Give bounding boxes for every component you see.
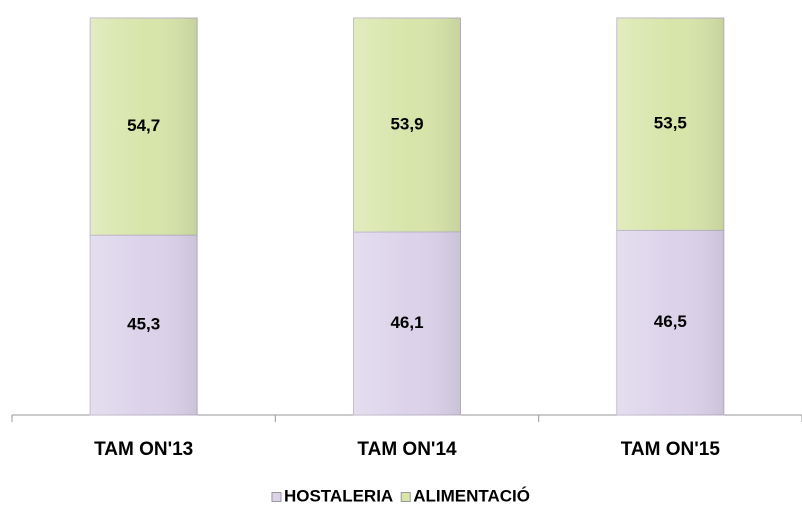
bar-shade <box>353 231 461 415</box>
value-label: 54,7 <box>127 116 160 135</box>
bar-shade <box>90 18 198 236</box>
legend-label: ALIMENTACIÓ <box>413 486 530 505</box>
value-label: 53,5 <box>654 114 687 133</box>
bar-shade <box>616 230 724 415</box>
bar-shade <box>616 18 724 231</box>
legend-swatch <box>271 492 282 502</box>
value-label: 46,1 <box>390 313 423 332</box>
bar-shade <box>353 18 461 232</box>
bar-shade <box>90 235 198 415</box>
legend-label: HOSTALERIA <box>284 486 393 505</box>
x-tick-label: TAM ON'14 <box>357 439 457 460</box>
value-label: 45,3 <box>127 315 160 334</box>
value-label: 46,5 <box>654 312 687 331</box>
x-tick-label: TAM ON'15 <box>621 439 721 460</box>
legend-swatch <box>400 492 411 502</box>
value-label: 53,9 <box>390 114 423 133</box>
x-tick-label: TAM ON'13 <box>94 439 193 460</box>
